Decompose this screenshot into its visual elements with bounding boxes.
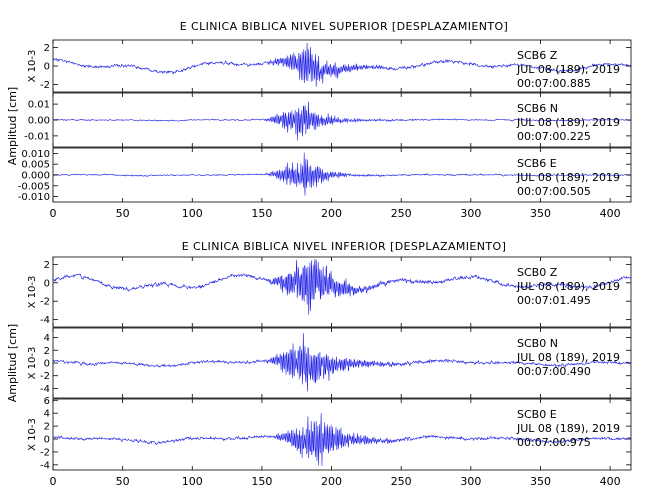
record-date-label: JUL 08 (189), 2019 (516, 116, 620, 129)
x-tick-label: 350 (530, 207, 551, 220)
x-tick-label: 0 (50, 475, 57, 488)
x-tick-label: 50 (116, 475, 130, 488)
x-tick-label: 400 (600, 475, 621, 488)
y-tick-label: -2 (40, 447, 50, 458)
y-tick-label: 2 (44, 260, 50, 271)
record-time-label: 00:07:00.975 (517, 436, 591, 449)
record-time-label: 00:07:00.505 (517, 185, 591, 198)
x-tick-label: 100 (182, 475, 203, 488)
panel-title: E CLINICA BIBLICA NIVEL INFERIOR [DESPLA… (182, 240, 507, 253)
x-tick-label: 300 (460, 207, 481, 220)
y-tick-label: 0.01 (28, 100, 50, 111)
waveform-line (52, 412, 632, 466)
y-tick-label: 0.005 (21, 160, 50, 171)
x-tick-label: 0 (50, 207, 57, 220)
y-tick-label: 2 (44, 346, 50, 357)
record-time-label: 00:07:00.885 (517, 77, 591, 90)
station-component-label: SCB6 E (517, 157, 557, 170)
scale-factor-label: X 10-3 (27, 347, 38, 380)
record-time-label: 00:07:01.495 (517, 294, 591, 307)
y-tick-label: 0 (44, 62, 50, 73)
station-component-label: SCB0 N (517, 337, 558, 350)
waveform-line (52, 152, 632, 196)
panel-nivel-superior: E CLINICA BIBLICA NIVEL SUPERIOR [DESPLA… (6, 20, 632, 220)
trace-frame (52, 398, 632, 471)
y-tick-label: -4 (40, 315, 50, 326)
x-tick-label: 400 (600, 207, 621, 220)
waveform-line (52, 101, 632, 141)
record-date-label: JUL 08 (189), 2019 (516, 422, 620, 435)
y-tick-label: 6 (44, 396, 50, 407)
record-date-label: JUL 08 (189), 2019 (516, 351, 620, 364)
x-tick-label: 250 (391, 475, 412, 488)
y-tick-label: 4 (44, 409, 50, 420)
record-date-label: JUL 08 (189), 2019 (516, 63, 620, 76)
panel-title: E CLINICA BIBLICA NIVEL SUPERIOR [DESPLA… (180, 20, 508, 33)
y-axis-label: Amplitud [cm] (6, 324, 19, 402)
y-tick-label: 0 (44, 278, 50, 289)
station-component-label: SCB6 N (517, 102, 558, 115)
x-tick-label: 150 (251, 475, 272, 488)
y-tick-label: 2 (44, 422, 50, 433)
y-tick-label: 0.010 (21, 149, 50, 160)
x-tick-label: 350 (530, 475, 551, 488)
x-tick-label: 200 (321, 207, 342, 220)
y-tick-label: -2 (40, 80, 50, 91)
panel-nivel-inferior: E CLINICA BIBLICA NIVEL INFERIOR [DESPLA… (6, 240, 632, 488)
y-tick-label: 0.00 (28, 116, 50, 127)
y-tick-label: -0.010 (18, 192, 50, 203)
y-tick-label: -0.01 (24, 131, 50, 142)
y-tick-label: -4 (40, 384, 50, 395)
record-date-label: JUL 08 (189), 2019 (516, 280, 620, 293)
x-tick-label: 100 (182, 207, 203, 220)
scale-factor-label: X 10-3 (27, 50, 38, 83)
scale-factor-label: X 10-3 (27, 276, 38, 309)
y-tick-label: -4 (40, 460, 50, 471)
trace-frame (52, 256, 632, 328)
station-component-label: SCB0 Z (517, 266, 558, 279)
y-tick-label: -0.005 (18, 181, 50, 192)
y-tick-label: 0.000 (21, 171, 50, 182)
scale-factor-label: X 10-3 (27, 418, 38, 451)
waveform-line (52, 332, 632, 392)
y-tick-label: 0 (44, 359, 50, 370)
y-tick-label: -2 (40, 297, 50, 308)
x-tick-label: 300 (460, 475, 481, 488)
y-tick-label: -2 (40, 371, 50, 382)
x-tick-label: 250 (391, 207, 412, 220)
y-tick-label: 2 (44, 43, 50, 54)
x-tick-label: 50 (116, 207, 130, 220)
record-date-label: JUL 08 (189), 2019 (516, 171, 620, 184)
x-tick-label: 150 (251, 207, 272, 220)
waveform-line (52, 258, 632, 315)
y-tick-label: 0 (44, 435, 50, 446)
waveform-line (52, 42, 632, 87)
x-tick-label: 200 (321, 475, 342, 488)
station-component-label: SCB0 E (517, 408, 557, 421)
record-time-label: 00:07:00.225 (517, 130, 591, 143)
y-tick-label: 4 (44, 333, 50, 344)
y-axis-label: Amplitud [cm] (6, 87, 19, 165)
station-component-label: SCB6 Z (517, 49, 558, 62)
record-time-label: 00:07:00.490 (517, 365, 591, 378)
